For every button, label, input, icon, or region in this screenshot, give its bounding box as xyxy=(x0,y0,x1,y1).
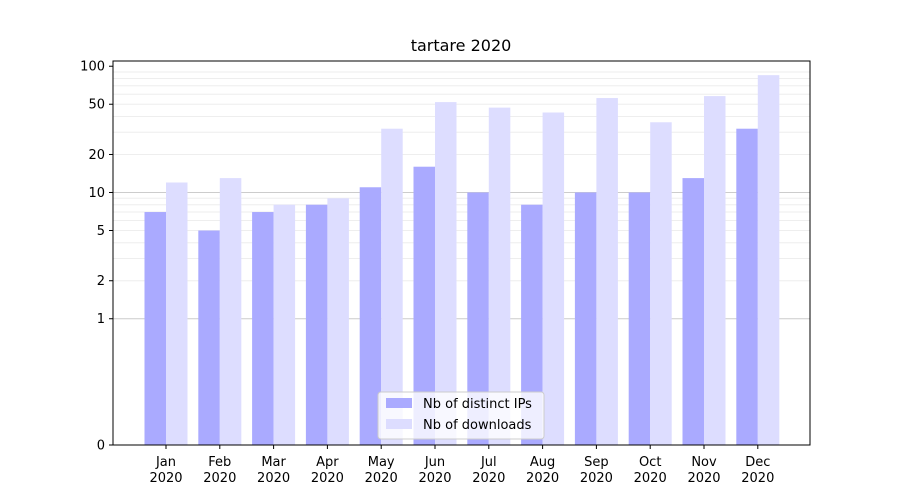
bars-group xyxy=(144,75,780,446)
x-tick-label: Feb 2020 xyxy=(203,455,236,486)
bar-downloads xyxy=(757,75,780,446)
bar-distinct-ips xyxy=(198,230,220,445)
bar-downloads xyxy=(327,198,349,445)
y-tick-label: 20 xyxy=(88,148,105,163)
bar-downloads xyxy=(704,96,726,446)
y-tick-label: 2 xyxy=(97,274,105,289)
legend-box xyxy=(377,391,545,440)
y-tick-label: 1 xyxy=(97,312,105,327)
bar-distinct-ips xyxy=(413,166,435,445)
bar-distinct-ips xyxy=(467,192,489,445)
x-tick-label: Dec 2020 xyxy=(741,455,774,486)
bar-downloads xyxy=(219,178,242,446)
x-tick-label: Jul 2020 xyxy=(472,455,505,486)
y-tick-label: 0 xyxy=(97,439,105,454)
x-tick-label: Jun 2020 xyxy=(418,455,451,486)
bar-downloads xyxy=(542,112,565,446)
bar-distinct-ips xyxy=(574,192,597,445)
bar-downloads xyxy=(650,122,672,445)
plot-frame xyxy=(112,60,811,446)
y-tick-label: 5 xyxy=(97,224,105,239)
bar-distinct-ips xyxy=(305,204,328,445)
chart-title: tartare 2020 xyxy=(411,36,512,55)
x-tick-label: Sep 2020 xyxy=(580,455,613,486)
legend-label-downloads: Nb of downloads xyxy=(423,418,532,433)
bar-distinct-ips xyxy=(359,187,382,446)
x-tick-label: Jan 2020 xyxy=(149,455,182,486)
y-tick-label: 100 xyxy=(80,60,105,75)
x-tick-label: Mar 2020 xyxy=(257,455,290,486)
x-tick-label: May 2020 xyxy=(365,455,398,486)
x-tick-label: Oct 2020 xyxy=(634,455,667,486)
x-tick-label: Nov 2020 xyxy=(687,455,720,486)
bar-distinct-ips xyxy=(521,204,543,445)
x-tick-label: Aug 2020 xyxy=(526,455,559,486)
y-axis: 0 1 2 5 10 20 50 100 xyxy=(80,60,113,454)
bar-downloads xyxy=(488,107,511,445)
bar-downloads xyxy=(435,102,457,445)
bar-distinct-ips xyxy=(252,212,274,445)
legend: Nb of distinct IPs Nb of downloads xyxy=(377,391,545,440)
y-tick-label: 10 xyxy=(88,186,105,201)
bar-distinct-ips xyxy=(628,192,651,445)
legend-swatch-downloads xyxy=(386,419,412,429)
bar-downloads xyxy=(381,128,403,446)
x-tick-label: Apr 2020 xyxy=(311,455,344,486)
bar-downloads xyxy=(596,98,618,446)
y-tick-label: 50 xyxy=(88,98,105,113)
bar-downloads xyxy=(166,182,188,445)
legend-swatch-ips xyxy=(386,398,412,408)
legend-label-ips: Nb of distinct IPs xyxy=(423,397,532,412)
bar-distinct-ips xyxy=(736,128,758,446)
bar-distinct-ips xyxy=(682,178,704,446)
bar-distinct-ips xyxy=(144,212,166,445)
bar-downloads xyxy=(273,204,296,445)
x-axis: Jan 2020 Feb 2020 Mar 2020 Apr 2020 May 2020 Jun 20… xyxy=(149,445,774,486)
